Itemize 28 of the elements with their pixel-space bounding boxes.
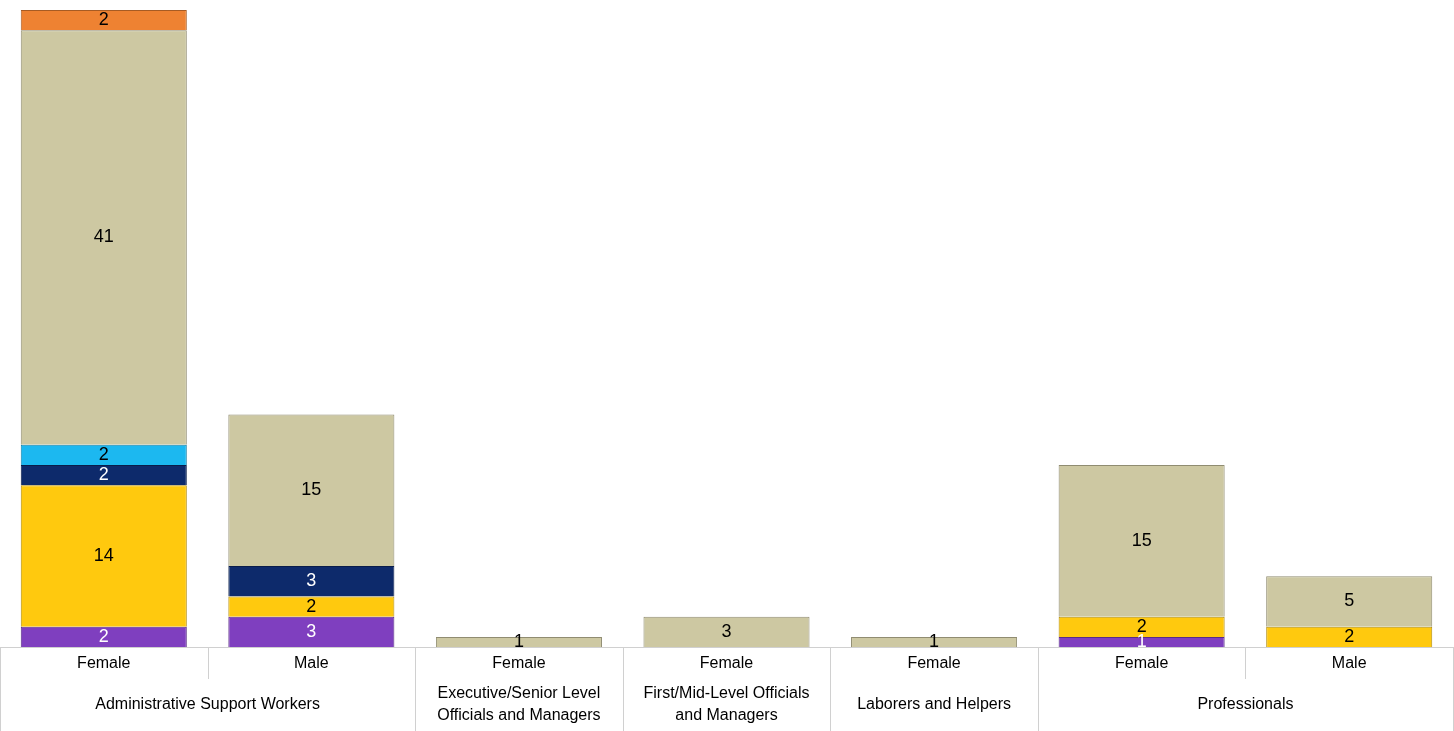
- text: Administrative Support Workers: [95, 695, 320, 713]
- data-label: 2: [98, 464, 109, 485]
- data-label: 3: [306, 570, 317, 591]
- x-tick-label: Female: [1114, 654, 1169, 672]
- data-label: 2: [98, 443, 109, 464]
- data-label: 2: [98, 9, 109, 30]
- text: Laborers and Helpers: [857, 695, 1012, 713]
- data-label: 14: [93, 544, 114, 565]
- data-label: 5: [1344, 590, 1355, 611]
- data-label: 3: [306, 620, 317, 641]
- text: First/Mid-Level Officials and Managers: [643, 684, 810, 724]
- data-label: 15: [1131, 529, 1152, 550]
- data-label: 15: [301, 479, 322, 500]
- x-tick-label: Female: [699, 654, 754, 672]
- data-label: 41: [93, 226, 114, 247]
- x-tick-label: Male: [1331, 654, 1367, 672]
- data-label: 2: [306, 595, 317, 616]
- x-tick-label: Female: [907, 654, 961, 672]
- x-tick-label: Male: [294, 654, 329, 672]
- x-tick-label: Female: [492, 654, 546, 672]
- data-label: 1: [929, 630, 940, 651]
- x-tick-label: Female: [77, 654, 131, 672]
- data-label: 1: [513, 630, 524, 651]
- data-label: 3: [721, 620, 732, 641]
- data-label: 2: [1344, 625, 1355, 646]
- text: Professionals: [1197, 695, 1294, 713]
- text: Executive/Senior Level Officials and Managers: [437, 684, 601, 724]
- data-label: 2: [98, 625, 109, 646]
